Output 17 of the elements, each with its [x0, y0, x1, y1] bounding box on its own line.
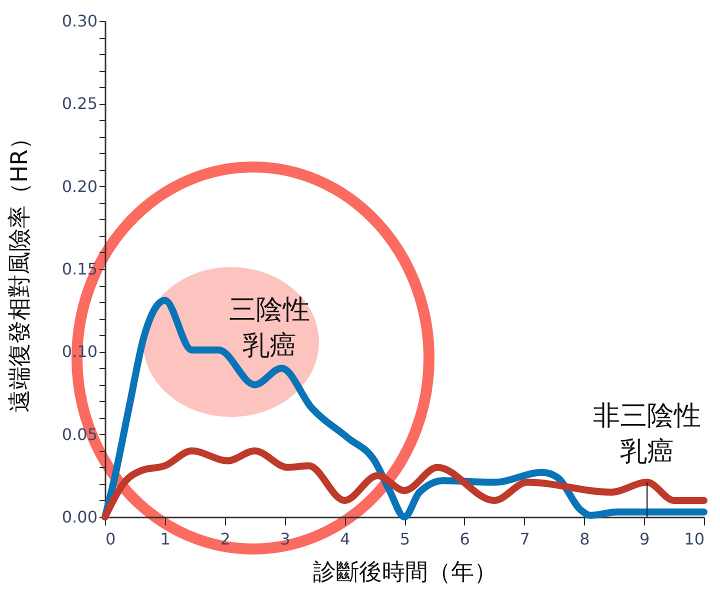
x-tick-label: 6: [460, 530, 470, 548]
x-axis-title: 診斷後時間（年）: [313, 560, 497, 586]
x-tick-label: 8: [580, 530, 590, 548]
x-tick-label: 0: [106, 530, 116, 548]
x-tick-label: 10: [684, 530, 704, 548]
x-tick-label: 1: [160, 530, 170, 548]
x-tick-label: 4: [340, 530, 350, 548]
annotation: 非三陰性乳癌: [593, 400, 702, 468]
y-tick-label: 0.00: [62, 508, 98, 526]
x-tick-label: 9: [640, 530, 650, 548]
annotation: 三陰性乳癌: [229, 294, 310, 362]
x-tick-label: 5: [400, 530, 410, 548]
y-axis-title: 遠端復發相對風險率（HR）: [6, 126, 33, 413]
y-tick-label: 0.25: [62, 94, 98, 114]
y-tick-label: 0.30: [62, 12, 98, 30]
x-tick-label: 7: [520, 530, 530, 548]
y-tick-label: 0.20: [62, 176, 98, 196]
